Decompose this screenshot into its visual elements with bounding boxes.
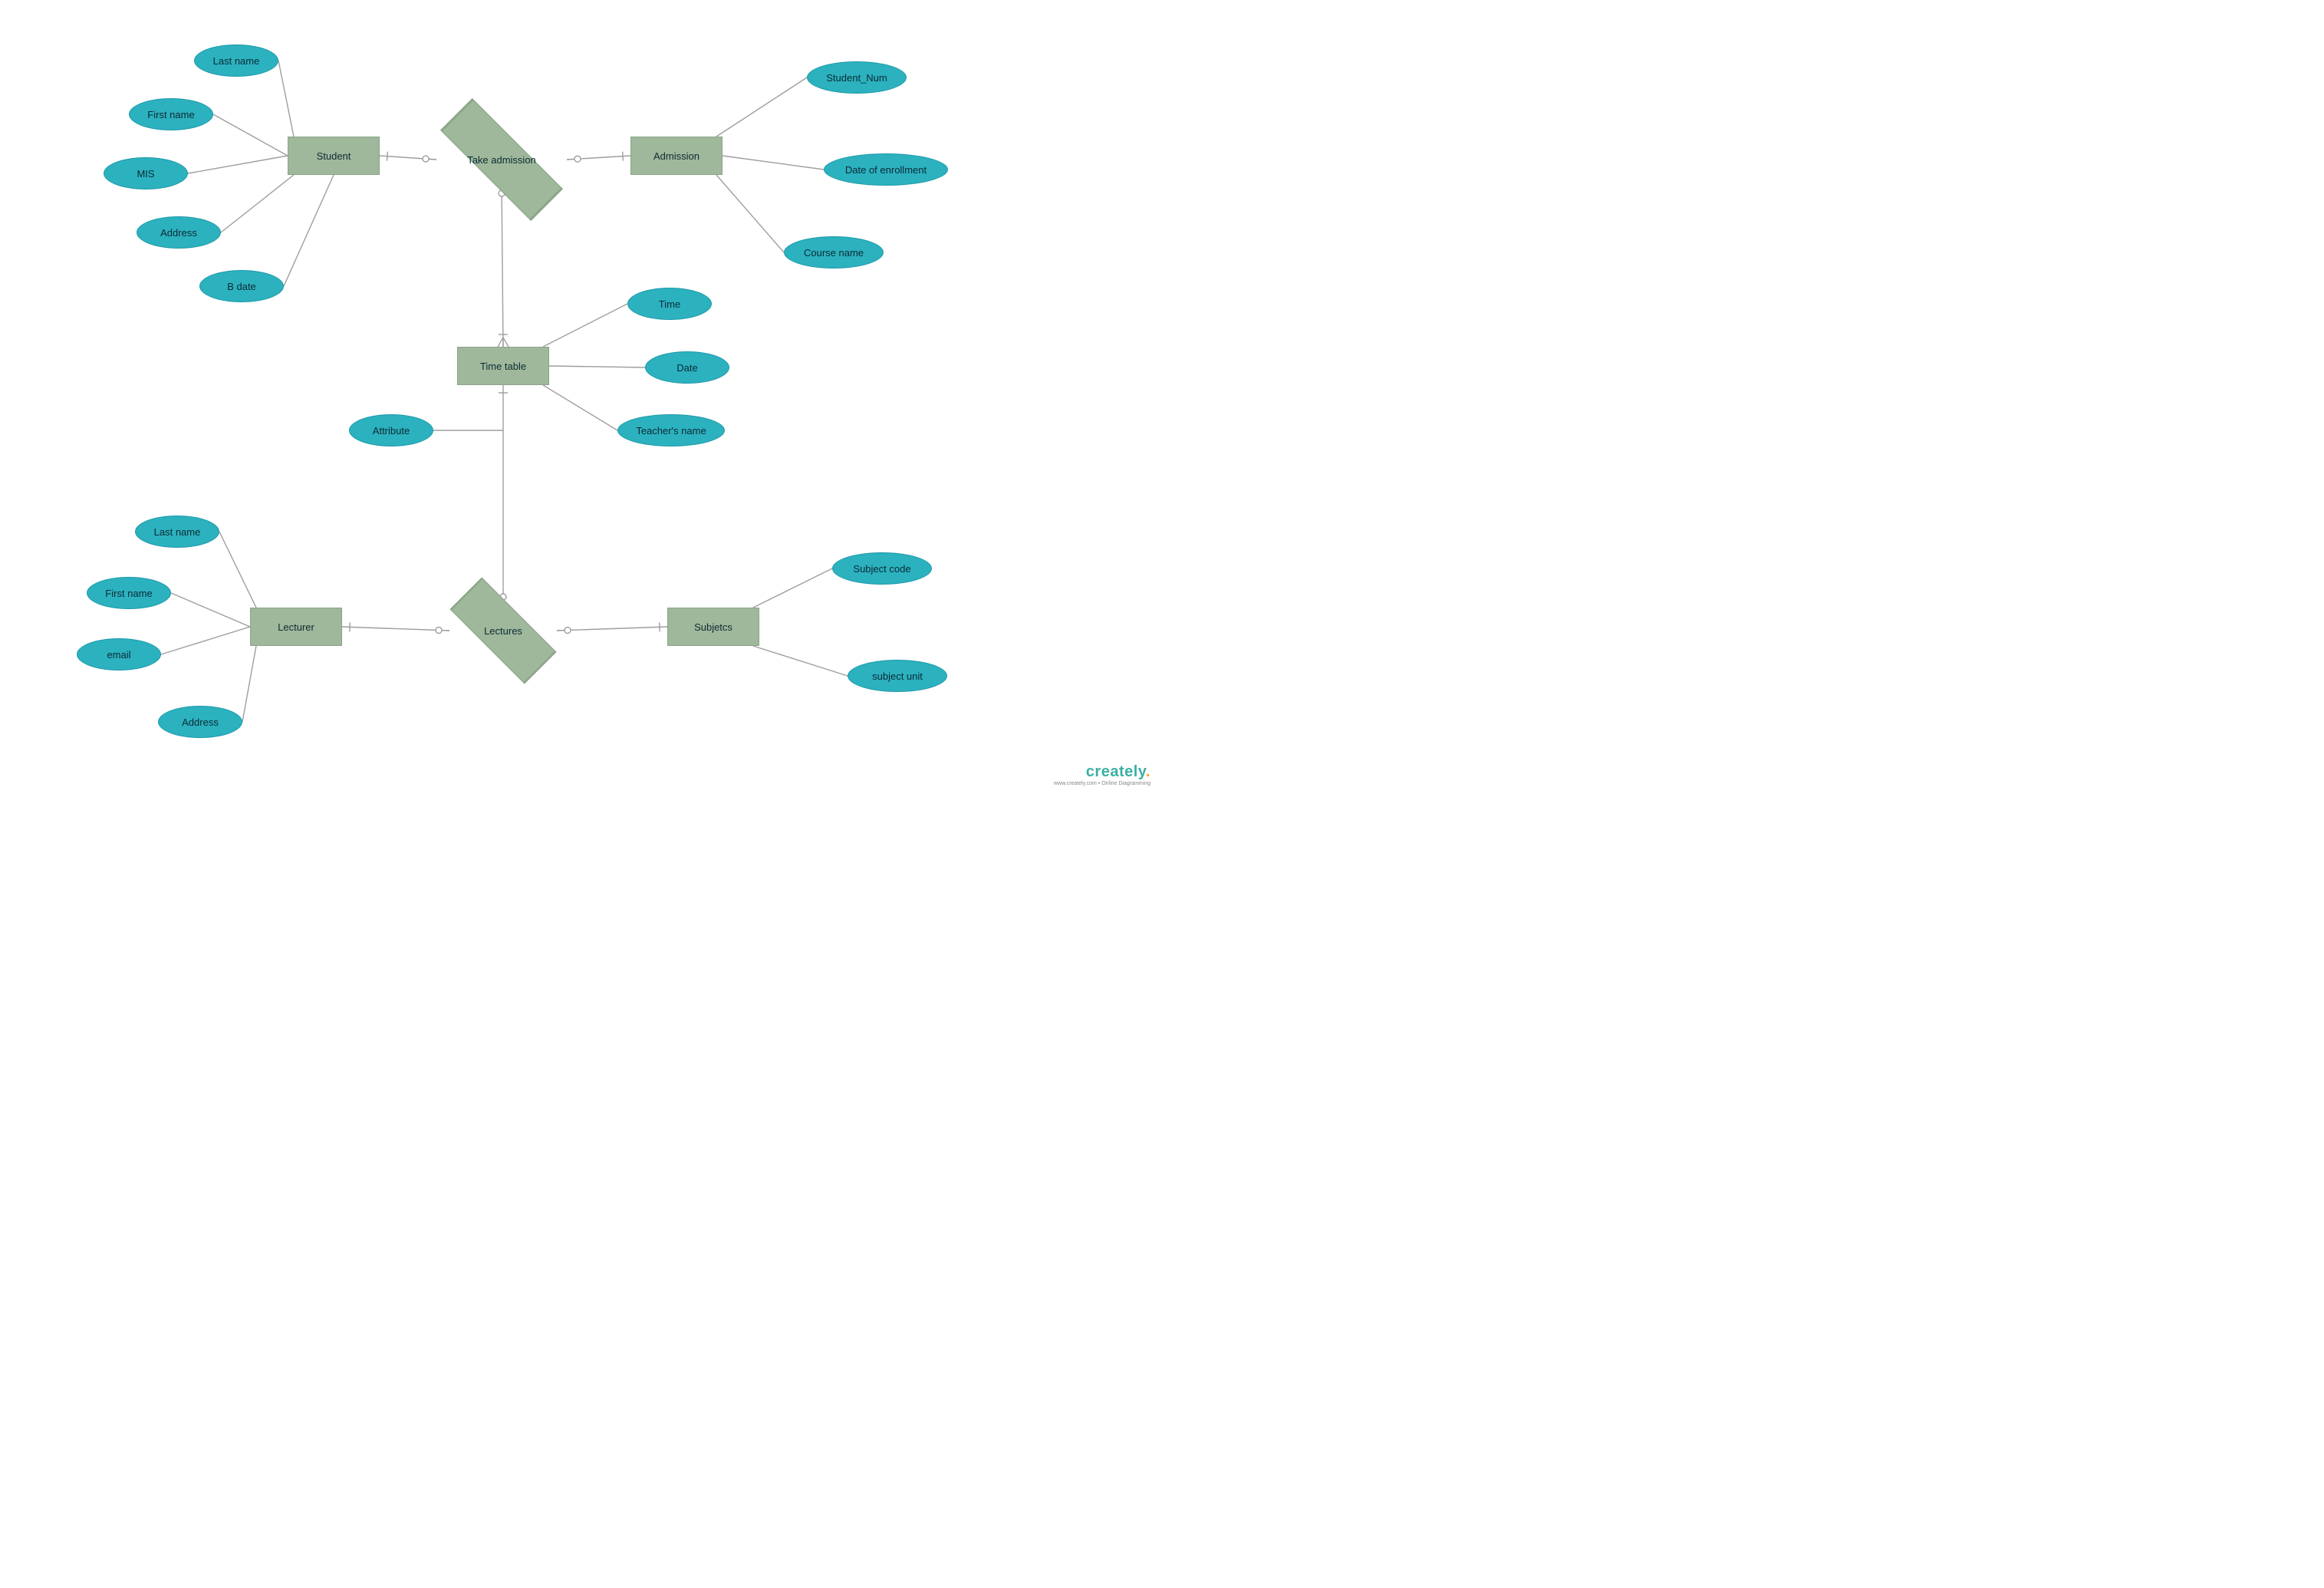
attribute-s_firstname: First name <box>129 98 213 130</box>
brand-text: creately <box>1086 763 1146 780</box>
brand-subline: www.creately.com • Online Diagramming <box>1054 781 1150 786</box>
er-diagram-canvas: creately. www.creately.com • Online Diag… <box>0 0 1162 794</box>
entity-subjects: Subjetcs <box>667 608 759 646</box>
attribute-l_email: email <box>77 638 161 670</box>
attribute-a_studentnum: Student_Num <box>807 61 907 94</box>
entity-admission: Admission <box>630 137 723 175</box>
attribute-s_lastname: Last name <box>194 44 278 77</box>
entity-student: Student <box>288 137 380 175</box>
entity-lecturer: Lecturer <box>250 608 342 646</box>
relationship-take_admission: Take admission <box>436 137 567 183</box>
attribute-l_lastname: Last name <box>135 516 219 548</box>
attribute-tt_time: Time <box>627 288 712 320</box>
attribute-l_firstname: First name <box>87 577 171 609</box>
attribute-a_course: Course name <box>784 236 884 269</box>
attribute-a_enroll: Date of enrollment <box>824 153 948 186</box>
attribute-s_mis: MIS <box>104 157 188 189</box>
brand-dot: . <box>1146 763 1150 780</box>
label-take_admission: Take admission <box>467 154 536 166</box>
relationship-lectures: Lectures <box>449 608 557 654</box>
attribute-s_address: Address <box>137 216 221 249</box>
attribute-sub_unit: subject unit <box>848 660 947 692</box>
attribute-l_address: Address <box>158 706 242 738</box>
label-lectures: Lectures <box>484 625 522 637</box>
attribute-tt_teacher: Teacher's name <box>617 414 725 446</box>
entity-timetable: Time table <box>457 347 549 385</box>
attribute-tt_date: Date <box>645 351 729 384</box>
attribute-sub_code: Subject code <box>832 552 932 585</box>
brand-footer: creately. www.creately.com • Online Diag… <box>1054 763 1150 786</box>
attribute-tt_attribute: Attribute <box>349 414 433 446</box>
attribute-s_bdate: B date <box>199 270 284 302</box>
